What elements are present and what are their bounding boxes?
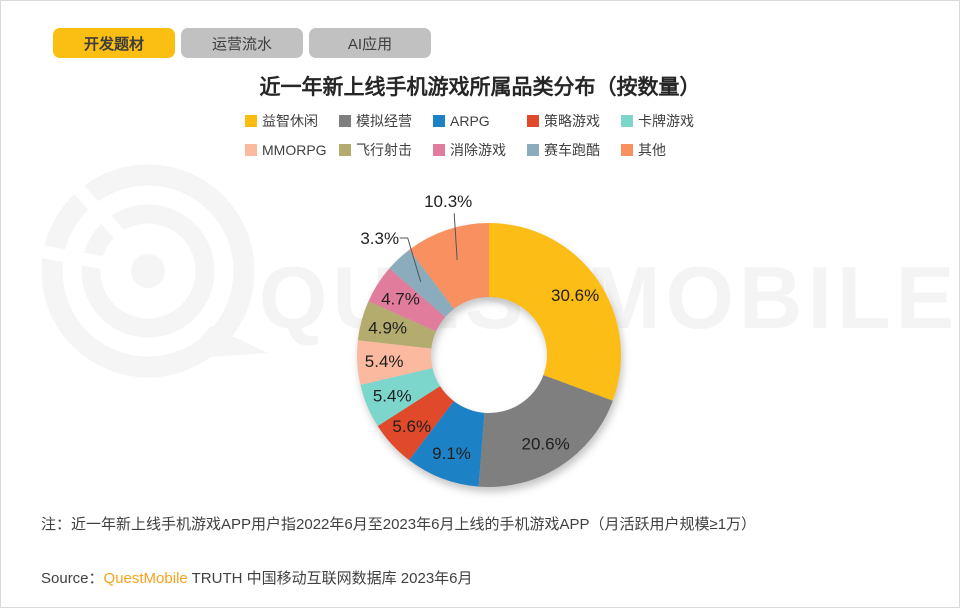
- source-brand: QuestMobile: [103, 570, 188, 587]
- legend-item-MMORPG: MMORPG: [245, 140, 339, 160]
- legend-label: 策略游戏: [544, 113, 600, 129]
- slice-label-飞行射击: 4.9%: [368, 318, 407, 337]
- logo-gap-line: [59, 168, 143, 260]
- logo-middle-ring: [81, 204, 215, 338]
- legend-swatch: [339, 144, 351, 156]
- legend-item-其他: 其他: [621, 140, 715, 160]
- slice-label-策略游戏: 5.6%: [392, 417, 431, 436]
- source-suffix: TRUTH 中国移动互联网数据库 2023年6月: [187, 570, 473, 587]
- logo-center-dot: [131, 254, 165, 288]
- legend-item-策略游戏: 策略游戏: [527, 111, 621, 131]
- questmobile-logo-watermark: [26, 164, 268, 378]
- donut-slice-赛车跑酷: [389, 249, 455, 317]
- page-title: 近一年新上线手机游戏所属品类分布（按数量）: [259, 76, 701, 99]
- logo-speech-tail: [181, 326, 268, 359]
- tab-ai-application[interactable]: AI应用: [309, 28, 431, 58]
- legend-swatch: [527, 144, 539, 156]
- legend-item-卡牌游戏: 卡牌游戏: [621, 111, 715, 131]
- donut-chart: 30.6% 20.6% 9.1%5.6% 5.4% 5.4% 4.9% 4.7% 3.3% 10…: [357, 192, 621, 487]
- legend-label: 消除游戏: [450, 142, 506, 158]
- slice-label-其他: 10.3%: [424, 192, 472, 211]
- legend-item-ARPG: ARPG: [433, 111, 527, 131]
- slice-label-ARPG: 9.1%: [432, 444, 471, 463]
- slice-label-赛车跑酷: 3.3%: [360, 229, 399, 248]
- logo-outer-ring: [41, 164, 255, 378]
- legend-label: MMORPG: [262, 142, 327, 158]
- leader-line-其他: [453, 213, 458, 261]
- slice-label-模拟经营: 20.6%: [521, 434, 569, 453]
- donut-slice-MMORPG: [357, 340, 433, 385]
- footnote: 注：近一年新上线手机游戏APP用户指2022年6月至2023年6月上线的手机游戏…: [41, 516, 757, 533]
- legend-label: 飞行射击: [356, 142, 412, 158]
- legend-swatch: [621, 115, 633, 127]
- logo-gap-line: [26, 242, 128, 274]
- slice-label-益智休闲: 30.6%: [551, 286, 599, 305]
- legend-label: 其他: [638, 142, 666, 158]
- legend-item-模拟经营: 模拟经营: [339, 111, 433, 131]
- tab-bar: 开发题材 运营流水 AI应用: [53, 28, 431, 58]
- legend-swatch: [245, 144, 257, 156]
- donut-slice-ARPG: [409, 401, 485, 487]
- legend-swatch: [433, 144, 445, 156]
- legend-swatch: [245, 115, 257, 127]
- slice-label-MMORPG: 5.4%: [365, 352, 404, 371]
- legend-swatch: [527, 115, 539, 127]
- tab-operating-revenue[interactable]: 运营流水: [181, 28, 303, 58]
- legend-swatch: [433, 115, 445, 127]
- legend-item-益智休闲: 益智休闲: [245, 111, 339, 131]
- legend-label: 卡牌游戏: [638, 113, 694, 129]
- legend-label: 模拟经营: [356, 113, 412, 129]
- source-prefix: Source：: [41, 570, 104, 587]
- legend-swatch: [621, 144, 633, 156]
- legend-label: 赛车跑酷: [544, 142, 600, 158]
- donut-slice-飞行射击: [357, 301, 437, 349]
- legend-label: 益智休闲: [262, 113, 318, 129]
- legend-row: MMORPG 飞行射击 消除游戏 赛车跑酷 其他: [245, 140, 715, 160]
- tab-development-theme[interactable]: 开发题材: [53, 28, 175, 58]
- source-line: Source：QuestMobile TRUTH 中国移动互联网数据库 2023…: [41, 567, 473, 588]
- legend-swatch: [339, 115, 351, 127]
- leader-line-赛车跑酷: [399, 237, 422, 283]
- donut-slice-卡牌游戏: [360, 368, 441, 426]
- slice-label-卡牌游戏: 5.4%: [373, 387, 412, 406]
- donut-slice-模拟经营: [478, 375, 613, 487]
- legend-item-赛车跑酷: 赛车跑酷: [527, 140, 621, 160]
- donut-slice-益智休闲: [489, 223, 621, 401]
- chart-legend: 益智休闲 模拟经营 ARPG 策略游戏 卡牌游戏 MMORPG 飞行射击 消除游戏 赛车跑酷 其…: [1, 111, 959, 160]
- slice-label-消除游戏: 4.7%: [381, 290, 420, 309]
- donut-slice-其他: [409, 223, 489, 309]
- donut-slice-策略游戏: [377, 386, 454, 461]
- legend-label: ARPG: [450, 113, 490, 129]
- donut-chart-area: 30.6% 20.6% 9.1% 5.6% 5.4% 5.4% 4.9% 4.7% 3.3% 10…: [321, 186, 671, 511]
- legend-row: 益智休闲 模拟经营 ARPG 策略游戏 卡牌游戏: [245, 111, 715, 131]
- legend-item-消除游戏: 消除游戏: [433, 140, 527, 160]
- donut-slice-消除游戏: [368, 268, 446, 332]
- legend-item-飞行射击: 飞行射击: [339, 140, 433, 160]
